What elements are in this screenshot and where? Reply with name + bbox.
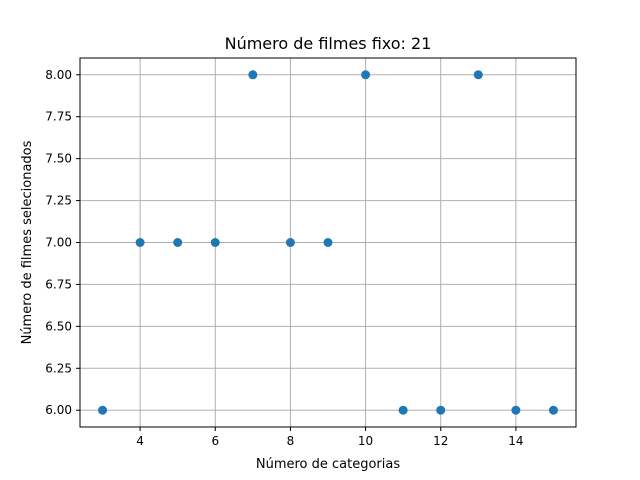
data-point bbox=[436, 405, 446, 415]
data-point bbox=[210, 238, 220, 247]
y-tick-label: 6.00 bbox=[45, 403, 72, 417]
data-point bbox=[398, 405, 408, 415]
data-point bbox=[135, 238, 145, 247]
data-point bbox=[173, 238, 183, 247]
data-point bbox=[98, 405, 108, 415]
y-tick-label: 6.50 bbox=[45, 319, 72, 333]
x-tick-label: 10 bbox=[358, 434, 373, 448]
y-tick-label: 6.25 bbox=[45, 361, 72, 375]
data-point bbox=[361, 70, 371, 80]
chart-title: Número de filmes fixo: 21 bbox=[225, 34, 432, 53]
x-tick-label: 6 bbox=[211, 434, 219, 448]
y-tick-label: 7.50 bbox=[45, 152, 72, 166]
x-tick-label: 8 bbox=[287, 434, 295, 448]
y-tick-label: 6.75 bbox=[45, 277, 72, 291]
y-tick-label: 7.00 bbox=[45, 236, 72, 250]
grid bbox=[80, 58, 576, 427]
x-tick-label: 12 bbox=[433, 434, 448, 448]
data-point bbox=[548, 405, 558, 415]
y-tick-label: 7.25 bbox=[45, 194, 72, 208]
y-axis-label: Número de filmes selecionados bbox=[20, 140, 35, 344]
data-point bbox=[511, 405, 521, 415]
data-points bbox=[98, 70, 558, 415]
x-axis-label: Número de categorias bbox=[256, 457, 400, 472]
data-point bbox=[285, 238, 295, 247]
x-tick-label: 14 bbox=[508, 434, 523, 448]
data-point bbox=[323, 238, 333, 247]
x-tick-label: 4 bbox=[136, 434, 144, 448]
data-point bbox=[473, 70, 483, 80]
data-point bbox=[248, 70, 258, 80]
y-tick-label: 7.75 bbox=[45, 110, 72, 124]
axis-ticks: 4 6 8 10 12 14 6.00 6.25 6.50 6.75 7.00 7.25 7.50 7.7… bbox=[45, 68, 523, 448]
y-tick-label: 8.00 bbox=[45, 68, 72, 82]
